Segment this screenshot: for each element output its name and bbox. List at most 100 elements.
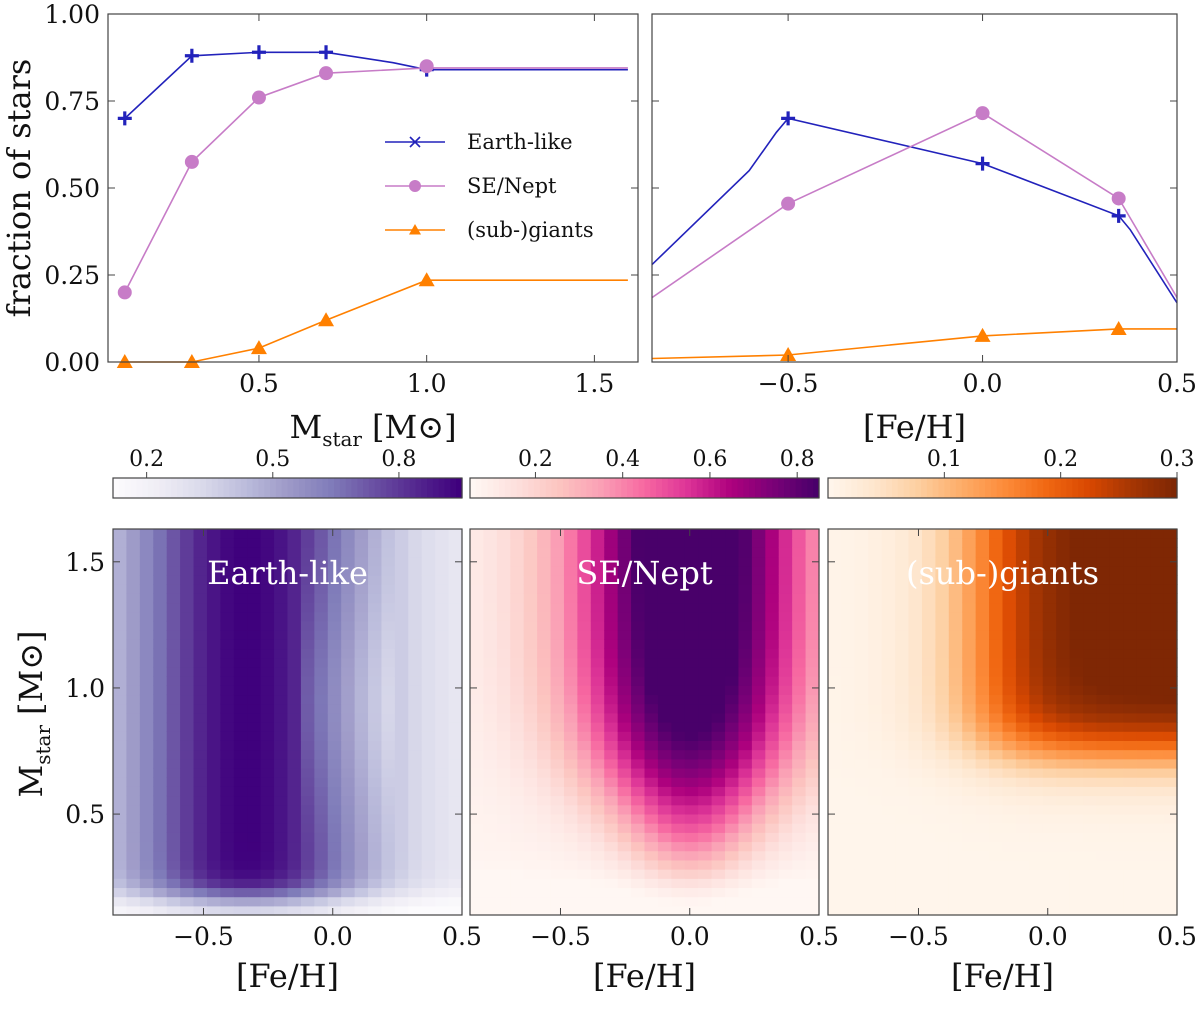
heatmap-cell: [921, 777, 936, 787]
heatmap-cell: [153, 841, 168, 852]
heatmap-cell: [483, 722, 498, 732]
colorbar-swatch: [322, 478, 329, 498]
heatmap-cell: [765, 547, 780, 558]
heatmap-cell: [828, 547, 843, 558]
heatmap-cell: [287, 905, 302, 916]
heatmap-cell: [193, 896, 208, 907]
heatmap-cell: [725, 712, 740, 723]
heatmap-cell: [921, 740, 936, 751]
colorbar-swatch: [932, 478, 940, 498]
heatmap-cell: [1109, 666, 1124, 677]
heatmap-cell: [260, 529, 275, 539]
heatmap-cell: [778, 813, 793, 824]
heatmap-cell: [327, 620, 342, 631]
heatmap-cell: [381, 850, 396, 861]
heatmap-cell: [604, 722, 619, 732]
heatmap-cell: [510, 767, 525, 778]
heatmap-cell: [921, 749, 936, 760]
heatmap-cell: [841, 905, 856, 916]
heatmap-cell: [1042, 850, 1057, 861]
heatmap-cell: [604, 850, 619, 861]
heatmap-cell: [510, 712, 525, 723]
heatmap-cell: [233, 685, 248, 696]
heatmap-cell: [989, 648, 1004, 659]
heatmap-cell: [975, 896, 990, 907]
heatmap-cell: [341, 529, 356, 539]
heatmap-cell: [881, 648, 896, 659]
heatmap-cell: [854, 556, 869, 567]
heatmap-cell: [841, 574, 856, 585]
heatmap-cell: [523, 813, 538, 824]
heatmap-cell: [738, 758, 753, 769]
colorbar-swatch: [545, 478, 553, 498]
heatmap-cell: [394, 538, 409, 548]
x-axis-label: [Fe/H]: [593, 957, 696, 995]
heatmap-cell: [590, 767, 605, 778]
heatmap-cell: [908, 666, 923, 677]
heatmap-cell: [193, 694, 208, 705]
heatmap-cell: [1069, 593, 1084, 604]
heatmap-cell: [792, 556, 807, 567]
colorbar-swatch: [124, 478, 132, 498]
heatmap-cell: [153, 529, 168, 539]
heatmap-cell: [604, 905, 619, 916]
heatmap-cell: [300, 832, 315, 843]
heatmap-cell: [287, 556, 302, 567]
heatmap-cell: [975, 869, 990, 879]
heatmap-cell: [778, 749, 793, 760]
heatmap-cell: [314, 878, 329, 889]
heatmap-cell: [792, 850, 807, 861]
heatmap-cell: [935, 850, 950, 861]
heatmap-cell: [327, 703, 342, 714]
heatmap-cell: [300, 777, 315, 787]
heatmap-cell: [139, 602, 154, 613]
x-tick-label: 0.5: [1157, 922, 1197, 951]
heatmap-cell: [300, 602, 315, 613]
heatmap-cell: [765, 823, 780, 833]
heatmap-cell: [751, 593, 766, 604]
heatmap-cell: [1109, 878, 1124, 889]
heatmap-cell: [1163, 611, 1178, 622]
x-tick-label: 1.0: [407, 369, 447, 398]
heatmap-cell: [563, 749, 578, 760]
heatmap-cell: [1096, 749, 1111, 760]
heatmap-cell: [274, 712, 289, 723]
heatmap-cell: [948, 602, 963, 613]
heatmap-cell: [684, 777, 699, 787]
heatmap-cell: [193, 529, 208, 539]
heatmap-cell: [881, 786, 896, 797]
heatmap-cell: [139, 823, 154, 833]
heatmap-cell: [448, 602, 463, 613]
heatmap-cell: [274, 850, 289, 861]
heatmap-cell: [792, 878, 807, 889]
heatmap-cell: [1123, 630, 1138, 640]
heatmap-cell: [1163, 804, 1178, 815]
heatmap-cell: [1150, 832, 1165, 843]
heatmap-cell: [671, 657, 686, 668]
heatmap-cell: [139, 565, 154, 576]
heatmap-cell: [126, 804, 141, 815]
heatmap-cell: [841, 795, 856, 806]
heatmap-cell: [935, 786, 950, 797]
heatmap-cell: [166, 767, 181, 778]
heatmap-cell: [510, 869, 525, 879]
heatmap-cell: [805, 574, 820, 585]
heatmap-cell: [921, 584, 936, 594]
heatmap-cell: [671, 712, 686, 723]
heatmap-cell: [1015, 731, 1030, 741]
heatmap-cell: [180, 786, 195, 797]
heatmap-cell: [854, 639, 869, 650]
heatmap-cell: [1096, 593, 1111, 604]
heatmap-cell: [408, 630, 423, 640]
heatmap-cell: [327, 685, 342, 696]
heatmap-cell: [408, 611, 423, 622]
colorbar-swatch: [522, 478, 529, 498]
heatmap-cell: [778, 556, 793, 567]
heatmap-cell: [1096, 574, 1111, 585]
heatmap-cell: [368, 905, 383, 916]
heatmap-cell: [483, 795, 498, 806]
colorbar-swatch: [456, 478, 463, 498]
heatmap-cell: [841, 611, 856, 622]
heatmap-cell: [711, 896, 726, 907]
heatmap-cell: [126, 841, 141, 852]
